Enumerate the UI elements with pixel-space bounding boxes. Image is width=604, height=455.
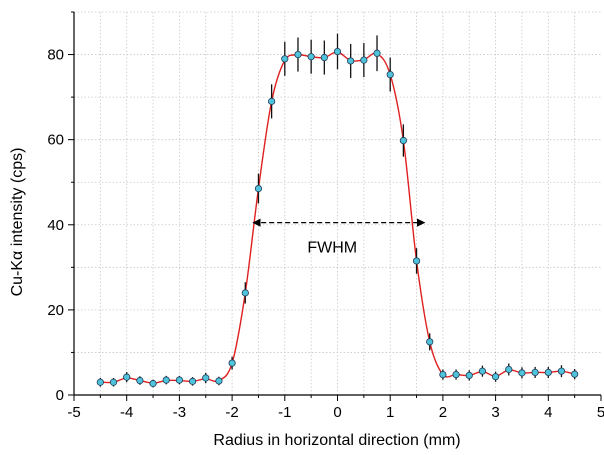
data-point: [281, 55, 289, 63]
x-tick-label: 0: [333, 404, 341, 421]
data-point: [518, 369, 526, 377]
data-point: [254, 185, 263, 193]
x-tick-label: -5: [67, 404, 80, 421]
data-point: [531, 368, 539, 377]
data-point: [426, 338, 434, 346]
data-point: [571, 370, 579, 378]
data-point: [320, 53, 328, 62]
data-point: [175, 376, 183, 384]
data-point: [241, 289, 249, 297]
x-tick-label: 1: [386, 404, 394, 421]
x-tick-label: 5: [597, 404, 604, 421]
x-tick-label: 3: [491, 404, 499, 421]
data-point: [294, 50, 302, 59]
data-point: [228, 359, 236, 367]
y-tick-label: 60: [47, 132, 64, 149]
data-point: [307, 53, 315, 61]
data-point: [491, 373, 500, 381]
data-point: [333, 47, 342, 56]
y-axis-label: Cu-Kα intensity (cps): [9, 148, 26, 297]
data-point: [452, 370, 460, 379]
x-tick-label: -4: [120, 404, 133, 421]
data-point: [412, 257, 421, 265]
fit-curve: [100, 51, 575, 384]
y-tick-label: 80: [47, 47, 64, 64]
data-point: [188, 377, 197, 385]
data-point: [439, 370, 447, 379]
data-point: [360, 56, 368, 64]
y-tick-label: 20: [47, 302, 64, 319]
grid: [74, 11, 601, 395]
data-point: [557, 367, 566, 375]
data-point: [202, 374, 210, 382]
x-tick-label: -1: [278, 404, 291, 421]
x-axis-label: Radius in horizontal direction (mm): [213, 432, 460, 449]
y-tick-label: 40: [47, 217, 64, 234]
x-tick-label: 4: [544, 404, 552, 421]
data-point: [268, 97, 276, 105]
data-point: [465, 371, 473, 380]
fwhm-label: FWHM: [307, 239, 357, 256]
data-point: [386, 70, 394, 79]
data-point: [136, 376, 144, 385]
data-point: [215, 377, 223, 385]
data-point: [505, 365, 513, 374]
x-tick-label: 2: [439, 404, 447, 421]
axes: -5 -4 -3 -2 -1 0 1 2 3 4 5 0 20 40 60 80: [47, 11, 604, 421]
data-point: [478, 367, 487, 375]
data-point: [96, 378, 104, 386]
data-point: [162, 376, 170, 384]
fit-line: [100, 51, 575, 384]
data-point: [123, 373, 131, 381]
data-point: [399, 136, 407, 145]
x-tick-label: -2: [225, 404, 238, 421]
data-point: [373, 49, 381, 57]
data-point: [109, 378, 118, 386]
x-tick-label: -3: [173, 404, 186, 421]
data-point: [149, 379, 157, 388]
annotations: FWHM: [252, 218, 426, 256]
y-tick-label: 0: [56, 387, 64, 404]
data-point: [544, 368, 552, 377]
data-points: [96, 47, 579, 388]
data-point: [347, 57, 355, 65]
